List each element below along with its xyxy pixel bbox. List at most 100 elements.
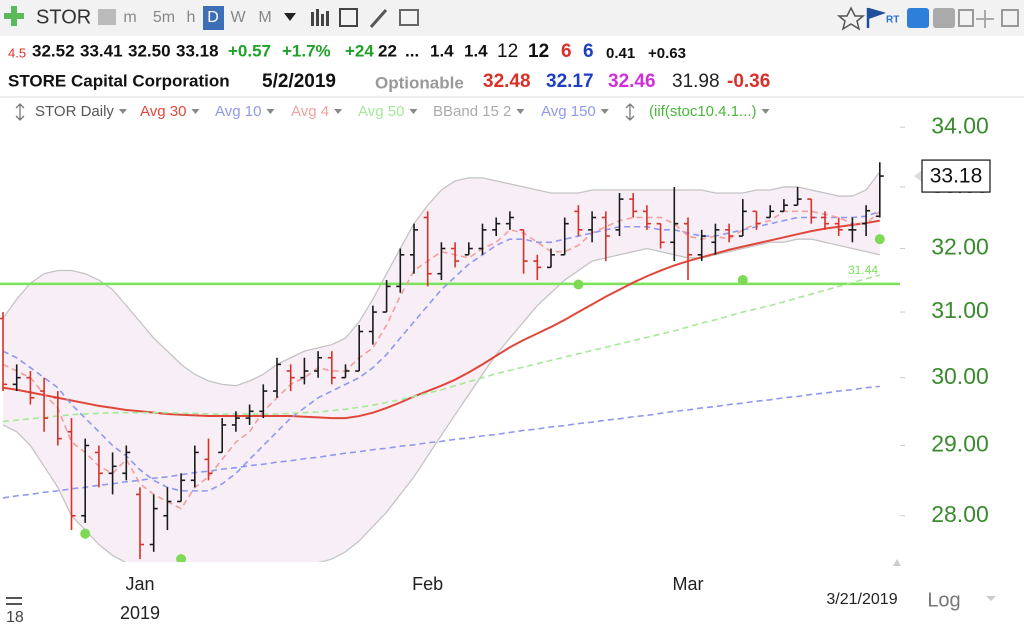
- y-tick-label: 34.00: [931, 112, 989, 138]
- interval[interactable]: W: [230, 9, 246, 26]
- signal-dot: [874, 234, 885, 245]
- legend-dropdown[interactable]: [600, 109, 609, 114]
- signal-dot: [176, 554, 187, 562]
- s-icon[interactable]: [907, 8, 929, 28]
- legend-entry[interactable]: Avg 30: [140, 103, 186, 120]
- legend-dropdown[interactable]: [191, 109, 200, 114]
- legend-dropdown[interactable]: [266, 109, 275, 114]
- last-date: 3/21/2019: [826, 591, 897, 608]
- optionable: Optionable: [375, 73, 464, 92]
- y-tick-label: 28.00: [931, 501, 989, 527]
- interval[interactable]: m: [123, 9, 136, 26]
- scroll-arrow[interactable]: [893, 559, 901, 566]
- legend-entry[interactable]: (iif(stoc10.4.1...): [649, 103, 757, 120]
- price-pointer: [914, 170, 922, 183]
- quote-value: ...: [405, 41, 419, 60]
- quote-value: +0.63: [648, 45, 686, 62]
- signal-dot: [737, 275, 748, 286]
- legend-entry[interactable]: Avg 10: [215, 103, 261, 120]
- quote-value: 6: [561, 41, 572, 62]
- legend-entry[interactable]: Avg 50: [358, 103, 404, 120]
- info-value: 32.46: [608, 71, 656, 92]
- quote-value: 32.50: [128, 41, 171, 60]
- window-icon[interactable]: [1001, 9, 1019, 27]
- y-tick-label: 29.00: [931, 431, 989, 457]
- t-icon[interactable]: [933, 8, 955, 28]
- legend-handle: [625, 103, 635, 121]
- legend-entry[interactable]: STOR Daily: [35, 103, 114, 120]
- price-box: [921, 159, 991, 193]
- average-line: [2, 274, 881, 423]
- move-icon[interactable]: [976, 10, 994, 28]
- quote-value: 12: [497, 41, 518, 62]
- signal-dot: [573, 279, 584, 290]
- average-line: [2, 210, 881, 492]
- quote-value: +1.7%: [282, 41, 331, 60]
- legend-entry[interactable]: Avg 4: [291, 103, 329, 120]
- legend-dropdown[interactable]: [118, 109, 127, 114]
- interval[interactable]: h: [187, 9, 196, 26]
- pen-icon[interactable]: [369, 9, 388, 28]
- legend-dropdown[interactable]: [761, 109, 770, 114]
- band-line: [2, 171, 881, 387]
- quote-value: 1.4: [430, 41, 454, 60]
- info-value: 32.48: [483, 71, 531, 92]
- info-value: 32.17: [546, 71, 594, 92]
- rt-icon[interactable]: RT: [886, 15, 899, 26]
- quote-value: 6: [583, 41, 594, 62]
- date: 5/2/2019: [262, 71, 336, 92]
- save-icon[interactable]: [958, 9, 974, 27]
- info-value: -0.36: [727, 71, 770, 92]
- add-icon[interactable]: [4, 6, 24, 26]
- bar-icon[interactable]: [311, 9, 329, 26]
- plot: 31.4428.0029.0030.0031.0032.0033.0034.00…: [0, 103, 991, 623]
- x-tick-label: Mar: [673, 574, 704, 594]
- link-icon[interactable]: [98, 9, 116, 25]
- price-box-label: 33.18: [930, 165, 983, 188]
- flag-icon[interactable]: [866, 7, 887, 28]
- legend-dropdown[interactable]: [334, 109, 343, 114]
- interval[interactable]: D: [207, 9, 219, 26]
- quote-value: +24: [345, 41, 374, 60]
- band-line: [2, 238, 880, 562]
- grid-icon[interactable]: [339, 8, 358, 27]
- note-icon[interactable]: [399, 9, 419, 26]
- y-tick-label: 32.00: [931, 234, 989, 260]
- quote-value: 12: [528, 41, 549, 62]
- dropdown-icon[interactable]: [284, 13, 296, 21]
- quote-value: +0.57: [228, 41, 271, 60]
- average-line: [2, 385, 880, 499]
- interval[interactable]: M: [258, 9, 271, 26]
- quote-value: 1.4: [464, 41, 488, 60]
- signal-dot: [80, 528, 91, 539]
- interval-highlight: [203, 6, 224, 30]
- scroll-icon[interactable]: [6, 597, 22, 605]
- legend-handle: [15, 103, 25, 121]
- quote-value: 22: [378, 41, 397, 60]
- quote-value: 4.5: [8, 45, 26, 60]
- symbol[interactable]: STOR: [36, 6, 91, 28]
- legend-dropdown[interactable]: [516, 109, 525, 114]
- y-tick-label: 30.00: [931, 363, 989, 389]
- x-tick-label: Jan: [125, 574, 154, 594]
- legend-entry[interactable]: Avg 150: [541, 103, 596, 120]
- legend-entry[interactable]: BBand 15 2: [433, 103, 511, 120]
- star-icon[interactable]: [836, 6, 866, 31]
- scroll-label: 18: [6, 609, 24, 626]
- toolbar: [0, 0, 1024, 36]
- average-line: [2, 219, 880, 420]
- scroll-arrow[interactable]: [986, 596, 996, 601]
- horizontal-line-label: 31.44: [848, 263, 878, 277]
- band-fill: [3, 171, 880, 562]
- quote-value: 33.18: [176, 41, 219, 60]
- average-line: [2, 210, 881, 510]
- company-name: STORE Capital Corporation: [8, 71, 230, 90]
- x-year-label: 2019: [120, 603, 160, 623]
- quote-value: 32.52: [32, 41, 75, 60]
- interval[interactable]: 5m: [153, 9, 175, 26]
- legend-dropdown[interactable]: [409, 109, 418, 114]
- quote-value: 33.41: [80, 41, 123, 60]
- x-tick-label: Feb: [412, 574, 443, 594]
